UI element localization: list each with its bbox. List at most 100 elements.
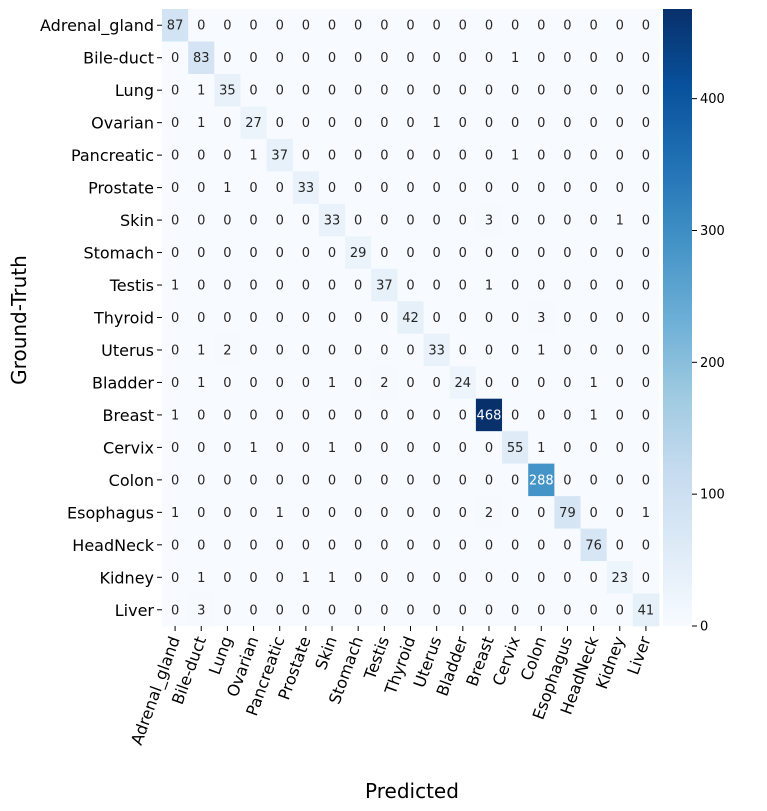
heatmap-cell [318,528,346,562]
heatmap-cell [423,106,451,140]
heatmap-cell [554,301,581,335]
cell-value: 0 [642,51,650,66]
cell-value: 0 [328,538,336,553]
cell-value: 0 [197,538,205,553]
heatmap-cell [528,138,555,172]
y-tick-label: Stomach [83,244,154,263]
heatmap-cell [580,561,608,594]
heatmap-cell [188,528,215,562]
y-tick-label: Ovarian [91,114,154,133]
cell-value: 0 [223,51,231,66]
x-tick-labels: Adrenal_glandBile-ductLungOvarianPancrea… [127,626,655,748]
heatmap-cell [240,171,268,205]
cell-value: 0 [354,19,362,34]
cell-value: 0 [642,84,650,99]
heatmap-cell [188,398,215,432]
cell-value: 0 [406,214,414,229]
heatmap-cell [632,561,660,594]
heatmap-cell [214,41,241,75]
cell-value: 0 [433,376,441,391]
cell-value: 33 [428,343,445,358]
cell-value: 0 [511,214,519,229]
cell-value: 0 [249,279,257,294]
cell-value: 0 [249,246,257,261]
cell-value: 0 [354,116,362,131]
cell-value: 0 [589,116,597,131]
cell-value: 0 [511,376,519,391]
cell-value: 0 [563,441,571,456]
heatmap-cell [292,301,320,335]
heatmap-cell [580,73,608,107]
heatmap-cell [423,496,451,529]
heatmap-cells: 87 0 0 0 0 0 0 0 0 0 0 0 0 0 0 0 0 0 0 0 83 0 0 0 0 0 0 0 0 0 0 0 1 0 0 0 0 0… [162,9,660,627]
cell-value: 468 [477,408,502,423]
cell-value: 0 [354,603,362,618]
heatmap-cell [188,73,215,107]
cell-value: 0 [197,19,205,34]
cell-value: 0 [171,343,179,358]
cell-value: 0 [616,246,624,261]
heatmap-cell [318,106,346,140]
heatmap-cell [475,9,503,42]
cell-value: 0 [223,311,231,326]
cell-value: 1 [249,441,257,456]
heatmap-cell [345,171,372,205]
heatmap-cell [632,333,660,367]
cell-value: 0 [354,311,362,326]
cell-value: 0 [276,603,284,618]
heatmap-cell [318,561,346,594]
heatmap-cell [371,431,398,465]
heatmap-cell [502,236,529,270]
cell-value: 0 [563,343,571,358]
heatmap-cell [162,106,189,140]
heatmap-cell [423,561,451,594]
cell-value: 0 [276,473,284,488]
cell-value: 0 [616,19,624,34]
cell-value: 0 [563,116,571,131]
heatmap-cell [240,268,268,302]
cell-value: 0 [459,473,467,488]
cell-value: 0 [537,84,545,99]
y-axis-title: Ground-Truth [7,255,31,385]
cell-value: 0 [616,408,624,423]
cell-value: 0 [406,376,414,391]
cell-value: 1 [223,181,231,196]
cell-value: 0 [537,149,545,164]
cell-value: 0 [563,84,571,99]
cell-value: 0 [406,473,414,488]
heatmap-cell [371,138,398,172]
heatmap-cell [240,398,268,432]
cell-value: 0 [354,279,362,294]
cell-value: 0 [537,279,545,294]
cell-value: 1 [433,116,441,131]
cell-value: 0 [249,473,257,488]
cell-value: 1 [511,51,519,66]
heatmap-cell [502,398,529,432]
cell-value: 0 [249,571,257,586]
heatmap-cell [240,73,268,107]
heatmap-cell [345,528,372,562]
heatmap-cell [371,463,398,497]
heatmap-cell [345,561,372,594]
y-tick-label: Lung [115,81,154,100]
heatmap-cell [606,9,634,42]
cell-value: 0 [223,19,231,34]
heatmap-cell [266,106,294,140]
cell-value: 0 [642,376,650,391]
heatmap-cell [632,463,660,497]
cell-value: 0 [459,214,467,229]
heatmap-cell [528,301,555,335]
heatmap-cell [188,593,215,627]
heatmap-cell [423,9,451,42]
heatmap-cell [240,593,268,627]
heatmap-cell [397,593,424,627]
cell-value: 1 [328,376,336,391]
cell-value: 0 [354,343,362,358]
cell-value: 0 [406,181,414,196]
cell-value: 0 [459,181,467,196]
heatmap-cell [632,268,660,302]
heatmap-cell [632,203,660,237]
cell-value: 0 [589,311,597,326]
cell-value: 0 [380,181,388,196]
cell-value: 0 [354,181,362,196]
